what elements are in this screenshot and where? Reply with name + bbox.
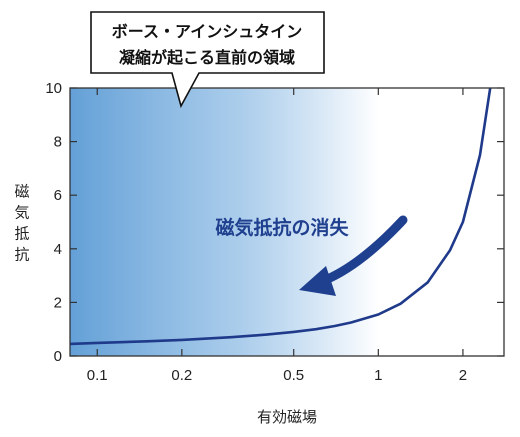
x-tick-label: 0.5 [283,367,304,384]
series-line-0 [70,88,492,346]
y-axis-title: 磁気抵抗 [14,183,29,264]
y-tick-label: 2 [54,294,62,311]
vanishing-arrow [299,215,408,296]
y-tick-label: 4 [54,241,62,258]
x-tick-label: 2 [459,367,467,384]
y-tick-label: 10 [45,80,62,97]
x-axis-title: 有効磁場 [257,408,317,426]
plot-frame [69,87,505,357]
y-tick-label: 6 [54,187,62,204]
y-tick-label: 0 [54,348,62,365]
x-tick-label: 1 [374,367,382,384]
axis-ticks: 0.1 0.2 0.5 1 2 0 2 4 6 8 10 [45,80,504,384]
bec-region-shading [70,88,379,356]
x-tick-label: 0.2 [171,367,192,384]
callout-line-2: 凝縮が起こる直前の領域 [119,48,295,67]
arrow-shaft [318,215,408,286]
region-callout: ボース・アインシュタイン 凝縮が起こる直前の領域 [90,11,325,109]
x-tick-label: 0.1 [87,367,108,384]
callout-line-1: ボース・アインシュタイン [112,22,302,41]
y-tick-label: 8 [54,134,62,151]
callout-box [90,11,325,109]
arrow-head [299,266,336,296]
data-marks [70,88,492,346]
arrow-label: 磁気抵抗の消失 [215,216,349,239]
